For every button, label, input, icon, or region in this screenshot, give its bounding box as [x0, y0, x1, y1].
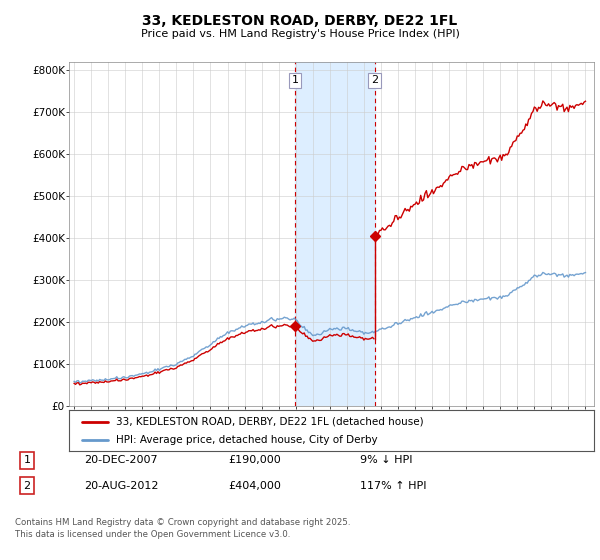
- Text: 117% ↑ HPI: 117% ↑ HPI: [360, 480, 427, 491]
- Text: Price paid vs. HM Land Registry's House Price Index (HPI): Price paid vs. HM Land Registry's House …: [140, 29, 460, 39]
- Text: 1: 1: [23, 455, 31, 465]
- Text: 33, KEDLESTON ROAD, DERBY, DE22 1FL: 33, KEDLESTON ROAD, DERBY, DE22 1FL: [142, 14, 458, 28]
- Text: £404,000: £404,000: [228, 480, 281, 491]
- Text: 1: 1: [292, 76, 299, 85]
- Text: 9% ↓ HPI: 9% ↓ HPI: [360, 455, 413, 465]
- Text: Contains HM Land Registry data © Crown copyright and database right 2025.
This d: Contains HM Land Registry data © Crown c…: [15, 518, 350, 539]
- Text: 33, KEDLESTON ROAD, DERBY, DE22 1FL (detached house): 33, KEDLESTON ROAD, DERBY, DE22 1FL (det…: [116, 417, 424, 427]
- Text: 20-DEC-2007: 20-DEC-2007: [84, 455, 158, 465]
- Text: 2: 2: [23, 480, 31, 491]
- Text: £190,000: £190,000: [228, 455, 281, 465]
- Bar: [295, 62, 375, 406]
- Text: 20-AUG-2012: 20-AUG-2012: [84, 480, 158, 491]
- Text: HPI: Average price, detached house, City of Derby: HPI: Average price, detached house, City…: [116, 435, 378, 445]
- Text: 2: 2: [371, 76, 379, 85]
